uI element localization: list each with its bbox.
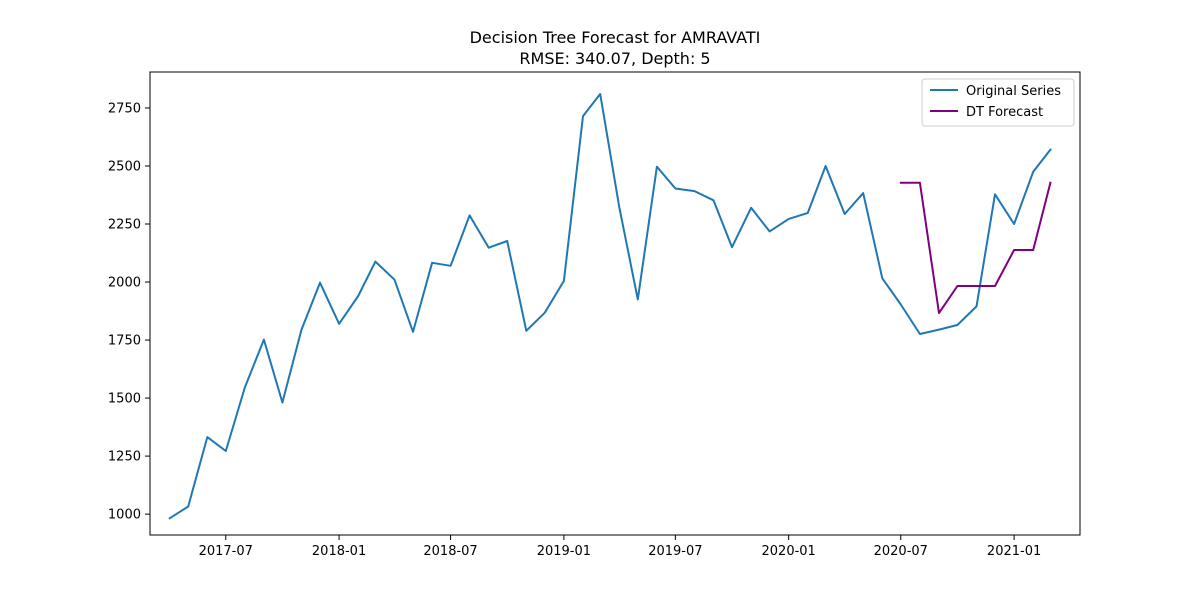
x-tick-label: 2018-01 — [312, 544, 366, 559]
x-tick-label: 2017-07 — [199, 544, 253, 559]
legend-label-forecast: DT Forecast — [966, 105, 1043, 120]
legend: Original Series DT Forecast — [921, 78, 1075, 127]
y-tick-label: 1500 — [108, 392, 141, 407]
x-tick-label: 2018-07 — [423, 544, 477, 559]
x-tick-label: 2019-01 — [537, 544, 591, 559]
y-tick-label: 1750 — [108, 334, 141, 349]
y-tick-label: 2750 — [108, 101, 141, 116]
series-line-0 — [168, 93, 1052, 520]
x-tick-label: 2020-01 — [762, 544, 816, 559]
plot-frame — [149, 71, 1081, 536]
legend-label-original: Original Series — [966, 84, 1061, 99]
chart-title: Decision Tree Forecast for AMRAVATI — [470, 28, 761, 47]
y-tick-label: 1000 — [108, 508, 141, 523]
y-tick-label: 2250 — [108, 218, 141, 233]
y-tick-label: 2500 — [108, 159, 141, 174]
x-tick-label: 2020-07 — [874, 544, 928, 559]
y-tick-label: 1250 — [108, 450, 141, 465]
series-layer — [168, 93, 1052, 520]
plot-area — [149, 71, 1081, 536]
legend-box — [921, 78, 1075, 127]
y-tick-label: 2000 — [108, 276, 141, 291]
chart-subtitle: RMSE: 340.07, Depth: 5 — [519, 49, 710, 68]
x-tick-label: 2019-07 — [648, 544, 702, 559]
y-axis: 1000 1250 1500 1750 2000 2250 2500 2750 — [108, 101, 150, 523]
series-line-1 — [899, 181, 1052, 315]
x-tick-label: 2021-01 — [987, 544, 1041, 559]
x-axis: 2017-07 2018-01 2018-07 2019-01 2019-07 2020-… — [199, 535, 1041, 559]
